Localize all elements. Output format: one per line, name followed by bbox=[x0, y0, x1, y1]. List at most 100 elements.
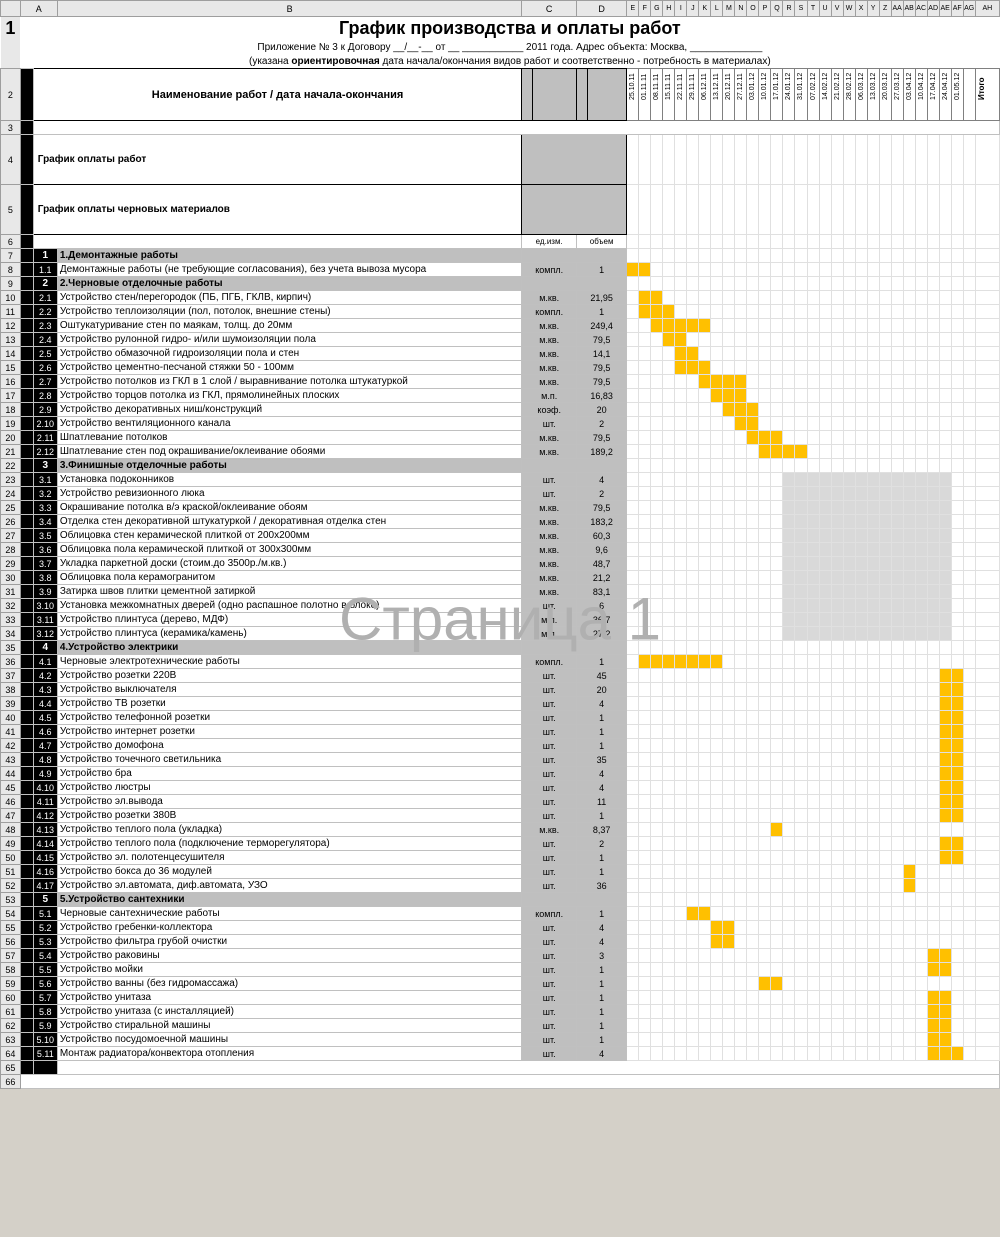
gantt-5.11-19[interactable] bbox=[843, 1047, 855, 1061]
gantt-3.3-26[interactable] bbox=[927, 501, 939, 515]
gantt-4.6-6[interactable] bbox=[687, 725, 699, 739]
gantt-4.14-28[interactable] bbox=[951, 837, 963, 851]
gantt-3.11-29[interactable] bbox=[963, 613, 975, 627]
gantt-5.11-7[interactable] bbox=[699, 1047, 711, 1061]
gantt-2.2-22[interactable] bbox=[879, 305, 891, 319]
gantt-5.5-23[interactable] bbox=[891, 963, 903, 977]
gantt-5.2-4[interactable] bbox=[663, 921, 675, 935]
gantt-5.10-11[interactable] bbox=[747, 1033, 759, 1047]
gantt-5.6-11[interactable] bbox=[747, 977, 759, 991]
gantt-2.7-2[interactable] bbox=[639, 375, 651, 389]
gantt-5.1-23[interactable] bbox=[891, 907, 903, 921]
col-Q[interactable]: Q bbox=[771, 1, 783, 17]
gantt-3.9-15[interactable] bbox=[795, 585, 807, 599]
gantt-3.10-1[interactable] bbox=[627, 599, 639, 613]
col-D[interactable]: D bbox=[577, 1, 627, 17]
gantt-5.5-6[interactable] bbox=[687, 963, 699, 977]
gantt-3.7-16[interactable] bbox=[807, 557, 819, 571]
gantt-3.5-8[interactable] bbox=[711, 529, 723, 543]
gantt-4.7-11[interactable] bbox=[747, 739, 759, 753]
gantt-4.15-21[interactable] bbox=[867, 851, 879, 865]
gantt-5.3-21[interactable] bbox=[867, 935, 879, 949]
gantt-4.12-22[interactable] bbox=[879, 809, 891, 823]
gantt-3.10-6[interactable] bbox=[687, 599, 699, 613]
gantt-2.12-12[interactable] bbox=[759, 445, 771, 459]
gantt-5.11-9[interactable] bbox=[723, 1047, 735, 1061]
gantt-5.1-27[interactable] bbox=[939, 907, 951, 921]
gantt-3.12-4[interactable] bbox=[663, 627, 675, 641]
row-16[interactable]: 16 bbox=[1, 375, 21, 389]
gantt-3.2-25[interactable] bbox=[915, 487, 927, 501]
gantt-4.1-9[interactable] bbox=[723, 655, 735, 669]
gantt-2.9-6[interactable] bbox=[687, 403, 699, 417]
gantt-4.17-27[interactable] bbox=[939, 879, 951, 893]
gantt-2.1-17[interactable] bbox=[819, 291, 831, 305]
gantt-4.17-10[interactable] bbox=[735, 879, 747, 893]
gantt-3.1-16[interactable] bbox=[807, 473, 819, 487]
gantt-2.11-9[interactable] bbox=[723, 431, 735, 445]
gantt-3.11-27[interactable] bbox=[939, 613, 951, 627]
gantt-4.2-1[interactable] bbox=[627, 669, 639, 683]
gantt-3.7-10[interactable] bbox=[735, 557, 747, 571]
gantt-3.10-26[interactable] bbox=[927, 599, 939, 613]
gantt-4.17-14[interactable] bbox=[783, 879, 795, 893]
gantt-3.4-19[interactable] bbox=[843, 515, 855, 529]
work-name-2.8[interactable]: Устройство торцов потолка из ГКЛ, прямол… bbox=[57, 389, 522, 403]
gantt-3.3-16[interactable] bbox=[807, 501, 819, 515]
gantt-5.4-9[interactable] bbox=[723, 949, 735, 963]
gantt-5.11-1[interactable] bbox=[627, 1047, 639, 1061]
gantt-2.9-10[interactable] bbox=[735, 403, 747, 417]
gantt-2.5-21[interactable] bbox=[867, 347, 879, 361]
col-U[interactable]: U bbox=[819, 1, 831, 17]
gantt-4.6-9[interactable] bbox=[723, 725, 735, 739]
gantt-2.6-21[interactable] bbox=[867, 361, 879, 375]
gantt-3.11-17[interactable] bbox=[819, 613, 831, 627]
row-65[interactable]: 65 bbox=[1, 1061, 21, 1075]
gantt-5.4-14[interactable] bbox=[783, 949, 795, 963]
gantt-2.7-20[interactable] bbox=[855, 375, 867, 389]
gantt-3.3-29[interactable] bbox=[963, 501, 975, 515]
gantt-1.1-11[interactable] bbox=[747, 263, 759, 277]
gantt-3.7-15[interactable] bbox=[795, 557, 807, 571]
gantt-2.6-25[interactable] bbox=[915, 361, 927, 375]
gantt-2.4-2[interactable] bbox=[639, 333, 651, 347]
work-name-2.1[interactable]: Устройство стен/перегородок (ПБ, ПГБ, ГК… bbox=[57, 291, 522, 305]
gantt-2.2-12[interactable] bbox=[759, 305, 771, 319]
gantt-5.3-8[interactable] bbox=[711, 935, 723, 949]
gantt-3.8-13[interactable] bbox=[771, 571, 783, 585]
gantt-2.8-10[interactable] bbox=[735, 389, 747, 403]
gantt-5.5-8[interactable] bbox=[711, 963, 723, 977]
gantt-4.1-10[interactable] bbox=[735, 655, 747, 669]
gantt-3.11-19[interactable] bbox=[843, 613, 855, 627]
gantt-2.8-2[interactable] bbox=[639, 389, 651, 403]
gantt-4.17-20[interactable] bbox=[855, 879, 867, 893]
gantt-3.6-19[interactable] bbox=[843, 543, 855, 557]
gantt-5.11-13[interactable] bbox=[771, 1047, 783, 1061]
gantt-4.10-2[interactable] bbox=[639, 781, 651, 795]
gantt-4.5-6[interactable] bbox=[687, 711, 699, 725]
gantt-4.13-3[interactable] bbox=[651, 823, 663, 837]
gantt-4.14-11[interactable] bbox=[747, 837, 759, 851]
row-31[interactable]: 31 bbox=[1, 585, 21, 599]
row-62[interactable]: 62 bbox=[1, 1019, 21, 1033]
gantt-3.9-19[interactable] bbox=[843, 585, 855, 599]
work-name-2.10[interactable]: Устройство вентиляционного канала bbox=[57, 417, 522, 431]
gantt-3.6-7[interactable] bbox=[699, 543, 711, 557]
gantt-5.5-5[interactable] bbox=[675, 963, 687, 977]
row-3[interactable]: 3 bbox=[1, 121, 21, 135]
gantt-3.2-17[interactable] bbox=[819, 487, 831, 501]
gantt-4.13-23[interactable] bbox=[891, 823, 903, 837]
gantt-3.7-25[interactable] bbox=[915, 557, 927, 571]
gantt-4.7-14[interactable] bbox=[783, 739, 795, 753]
col-I[interactable]: I bbox=[675, 1, 687, 17]
gantt-4.13-10[interactable] bbox=[735, 823, 747, 837]
gantt-5.8-20[interactable] bbox=[855, 1005, 867, 1019]
gantt-1.1-9[interactable] bbox=[723, 263, 735, 277]
gantt-4.10-19[interactable] bbox=[843, 781, 855, 795]
gantt-2.2-20[interactable] bbox=[855, 305, 867, 319]
gantt-3.11-16[interactable] bbox=[807, 613, 819, 627]
gantt-5.10-5[interactable] bbox=[675, 1033, 687, 1047]
gantt-4.9-12[interactable] bbox=[759, 767, 771, 781]
gantt-5.11-18[interactable] bbox=[831, 1047, 843, 1061]
gantt-4.11-24[interactable] bbox=[903, 795, 915, 809]
